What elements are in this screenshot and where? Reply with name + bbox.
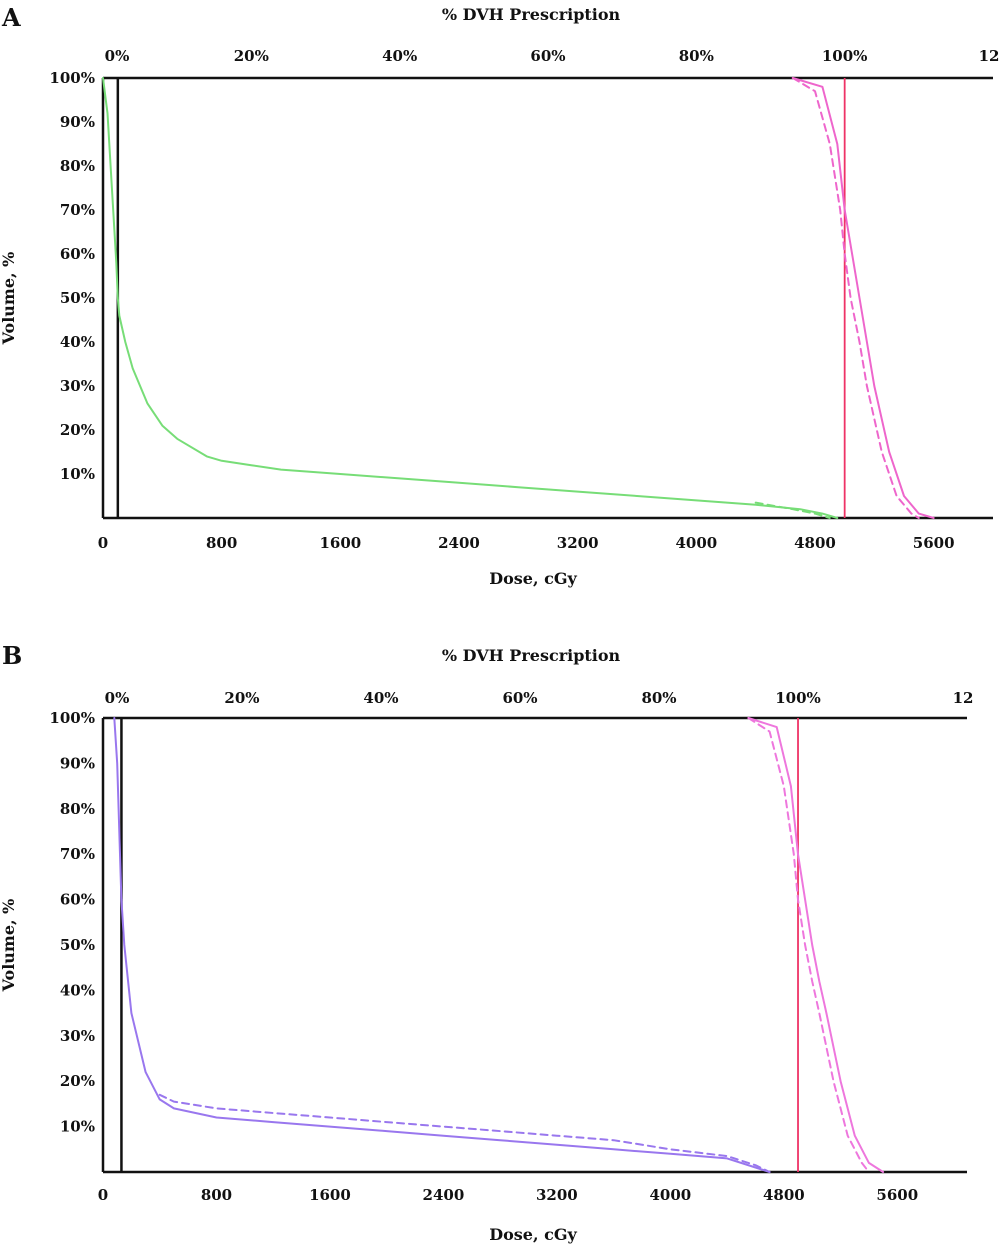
top-tick-label: 20% <box>234 47 269 65</box>
x-tick-label: 5600 <box>876 1186 918 1204</box>
top-tick-label: 40% <box>363 689 398 707</box>
x-tick-label: 4800 <box>794 534 836 552</box>
y-tick-label: 60% <box>60 245 95 263</box>
x-tick-label: 5600 <box>913 534 955 552</box>
panel-letter: A <box>1 3 21 32</box>
y-tick-label: 30% <box>60 377 95 395</box>
top-tick-label: 12 <box>979 47 1000 65</box>
y-tick-label: 80% <box>60 157 95 175</box>
y-tick-label: 100% <box>49 69 95 87</box>
x-tick-label: 800 <box>206 534 237 552</box>
y-tick-label: 20% <box>60 1072 95 1090</box>
y-tick-label: 30% <box>60 1027 95 1045</box>
x-axis-title: Dose, cGy <box>489 1225 577 1244</box>
dvh-curve-4 <box>791 77 920 519</box>
dvh-curve-2 <box>158 1093 771 1173</box>
top-tick-label: 80% <box>641 689 676 707</box>
dvh-curve-1 <box>113 717 771 1173</box>
x-tick-label: 1600 <box>319 534 361 552</box>
x-tick-label: 3200 <box>557 534 599 552</box>
top-tick-label: 60% <box>530 47 565 65</box>
x-tick-label: 800 <box>201 1186 232 1204</box>
y-tick-label: 20% <box>60 421 95 439</box>
y-axis-title: Volume, % <box>0 899 18 993</box>
y-tick-label: 10% <box>60 1118 95 1136</box>
x-tick-label: 2400 <box>423 1186 465 1204</box>
top-tick-label: 40% <box>382 47 417 65</box>
chart-panel-a: A % DVH Prescription 0% 20% 40% 60% 80% 100% 12 1… <box>0 3 999 588</box>
dvh-curve-4 <box>747 717 870 1173</box>
top-tick-label: 0% <box>105 689 130 707</box>
dvh-curve-3 <box>791 77 935 519</box>
top-tick-label: 100% <box>822 47 868 65</box>
y-tick-label: 40% <box>60 981 95 999</box>
x-tick-label: 0 <box>98 1186 108 1204</box>
top-tick-label: 100% <box>775 689 821 707</box>
x-tick-label: 4000 <box>649 1186 691 1204</box>
x-tick-label: 4000 <box>675 534 717 552</box>
x-axis-title: Dose, cGy <box>489 569 577 588</box>
y-tick-label: 70% <box>60 201 95 219</box>
dvh-curve-1 <box>102 77 839 519</box>
dvh-curve-3 <box>747 717 885 1173</box>
y-tick-label: 60% <box>60 891 95 909</box>
y-tick-label: 70% <box>60 845 95 863</box>
y-tick-label: 50% <box>60 289 95 307</box>
y-tick-label: 50% <box>60 936 95 954</box>
y-axis-title: Volume, % <box>0 252 18 346</box>
panel-letter: B <box>2 641 22 670</box>
top-tick-label: 20% <box>224 689 259 707</box>
top-tick-label: 80% <box>679 47 714 65</box>
chart-panel-b: B % DVH Prescription 0% 20% 40% 60% 80% 100% 12 1… <box>0 641 973 1244</box>
x-tick-label: 4800 <box>763 1186 805 1204</box>
y-tick-label: 10% <box>60 465 95 483</box>
y-tick-label: 90% <box>60 754 95 772</box>
top-tick-label: 12 <box>953 689 974 707</box>
x-tick-label: 0 <box>98 534 108 552</box>
top-axis-title: % DVH Prescription <box>442 5 621 24</box>
dvh-curve-2 <box>754 501 831 519</box>
x-tick-label: 2400 <box>438 534 480 552</box>
top-tick-label: 0% <box>105 47 130 65</box>
x-tick-label: 1600 <box>309 1186 351 1204</box>
top-tick-label: 60% <box>502 689 537 707</box>
y-tick-label: 90% <box>60 113 95 131</box>
y-tick-label: 80% <box>60 800 95 818</box>
y-tick-label: 100% <box>49 709 95 727</box>
y-tick-label: 40% <box>60 333 95 351</box>
top-axis-title: % DVH Prescription <box>442 646 621 665</box>
x-tick-label: 3200 <box>536 1186 578 1204</box>
